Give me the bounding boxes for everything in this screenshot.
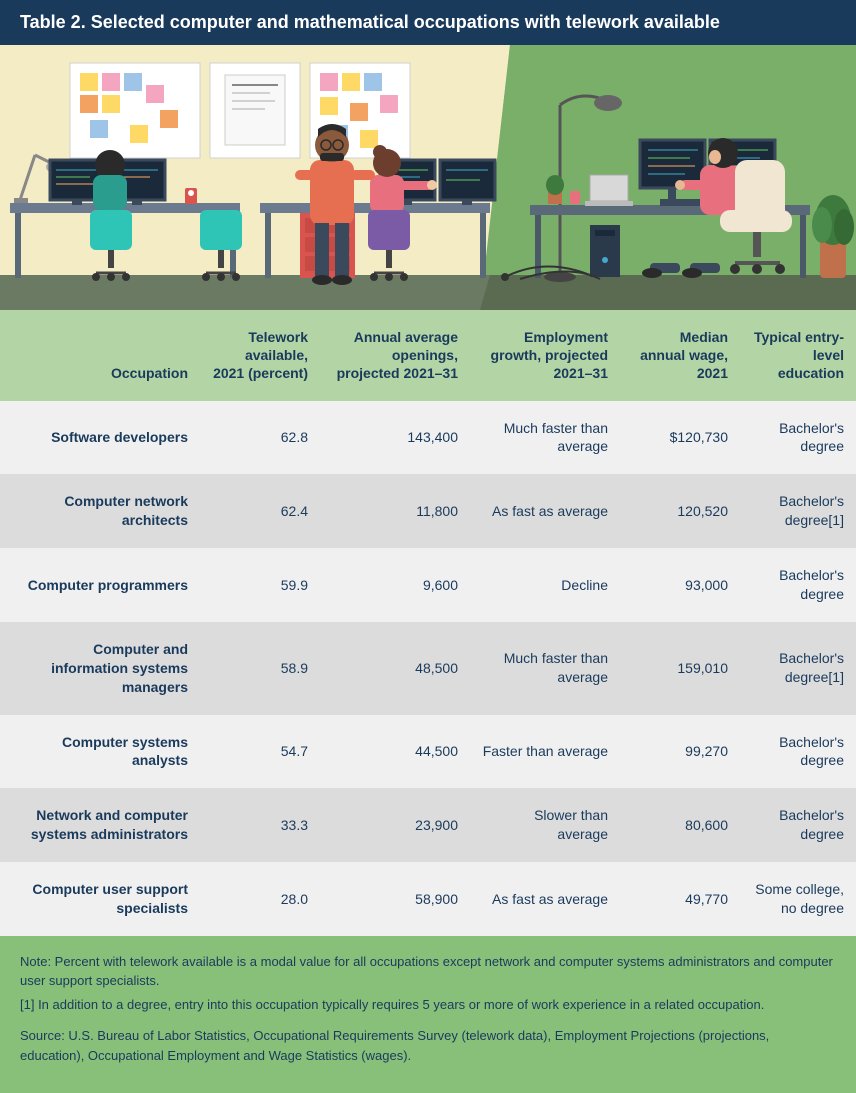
table-row: Computer programmers59.99,600Decline93,0… [0, 548, 856, 622]
col-education: Typical entry-level education [740, 310, 856, 401]
table-row: Software developers62.8143,400Much faste… [0, 401, 856, 475]
col-openings: Annual average openings, projected 2021–… [320, 310, 470, 401]
footnote-ref1: [1] In addition to a degree, entry into … [20, 995, 836, 1015]
col-wage: Median annual wage, 2021 [620, 310, 740, 401]
occupations-table: Occupation Telework available, 2021 (per… [0, 310, 856, 936]
person-office-1 [93, 150, 127, 210]
table-row: Computer systems analysts54.744,500Faste… [0, 715, 856, 789]
col-occupation: Occupation [0, 310, 200, 401]
table-body: Software developers62.8143,400Much faste… [0, 401, 856, 936]
col-growth: Employment growth, projected 2021–31 [470, 310, 620, 401]
table-row: Computer user support specialists28.058,… [0, 862, 856, 936]
data-table-wrap: Occupation Telework available, 2021 (per… [0, 310, 856, 936]
illustration-scene [0, 45, 856, 310]
table-row: Computer and information systems manager… [0, 622, 856, 715]
illustration-svg [0, 45, 856, 310]
footnotes: Note: Percent with telework available is… [0, 936, 856, 1093]
col-telework: Telework available, 2021 (percent) [200, 310, 320, 401]
table-row: Computer network architects62.411,800As … [0, 474, 856, 548]
footnote-source: Source: U.S. Bureau of Labor Statistics,… [20, 1026, 836, 1065]
infographic-container: Table 2. Selected computer and mathemati… [0, 0, 856, 1093]
table-row: Network and computer systems administrat… [0, 788, 856, 862]
footnote-note: Note: Percent with telework available is… [20, 952, 836, 991]
table-title: Table 2. Selected computer and mathemati… [0, 0, 856, 45]
table-header-row: Occupation Telework available, 2021 (per… [0, 310, 856, 401]
